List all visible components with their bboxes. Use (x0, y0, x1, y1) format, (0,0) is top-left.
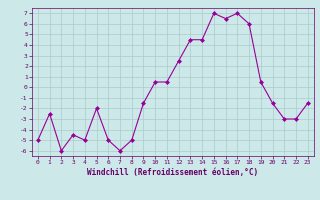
X-axis label: Windchill (Refroidissement éolien,°C): Windchill (Refroidissement éolien,°C) (87, 168, 258, 177)
